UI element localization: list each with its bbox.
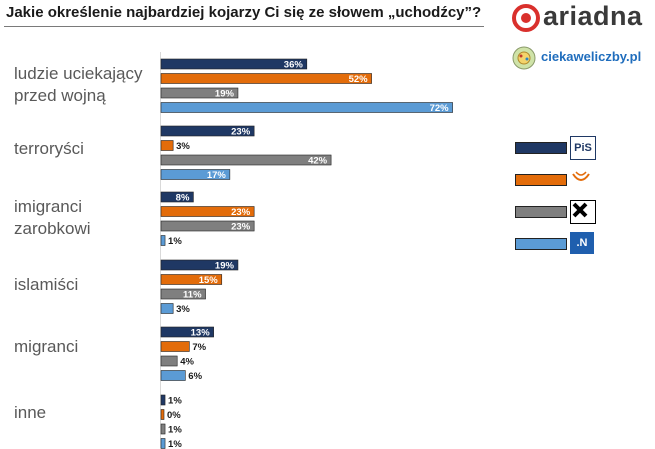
bar (160, 326, 214, 338)
category-label: islamiści (14, 274, 78, 296)
bar (160, 191, 194, 203)
bar (160, 169, 231, 180)
bar-value-label: 15% (199, 275, 219, 286)
category-label: inne (14, 402, 46, 424)
bar-value-label: 72% (430, 103, 450, 114)
bar (160, 423, 166, 435)
bar-value-label: 3% (176, 141, 190, 152)
category-label-line: ludzie uciekający (14, 64, 143, 83)
bar (160, 303, 174, 314)
bar (160, 58, 308, 70)
bar (160, 394, 166, 406)
bar (160, 125, 255, 137)
bar (160, 409, 165, 420)
bar-value-label: 17% (207, 170, 227, 181)
bar (160, 235, 166, 246)
bar-value-label: 3% (176, 304, 190, 315)
bar (160, 274, 223, 285)
ciekaweliczby-logo: ciekaweliczby.pl (511, 45, 651, 71)
category-label-line: imigranci (14, 197, 83, 216)
bar (160, 438, 166, 449)
ariadna-logo: ariadna (511, 1, 651, 34)
category-label-line: inne (14, 403, 47, 422)
legend-swatch (515, 238, 567, 250)
kukiz-logo-icon (570, 200, 596, 224)
pis-logo-text: PiS (574, 142, 592, 154)
bar-value-label: 1% (168, 439, 182, 449)
bar (160, 73, 372, 84)
nowoczesna-logo-icon: .N (570, 232, 594, 254)
bar-value-label: 19% (215, 261, 235, 272)
bar-value-label: 8% (176, 193, 190, 204)
bar (160, 206, 255, 217)
bar-value-label: 4% (180, 357, 194, 368)
bar-value-label: 23% (231, 207, 251, 218)
title-underline (4, 26, 484, 27)
bar-value-label: 6% (188, 371, 202, 382)
bar-value-label: 1% (168, 425, 182, 436)
bar (160, 220, 255, 232)
bar-value-label: 23% (231, 127, 251, 138)
legend-item-pis: PiS (514, 136, 596, 160)
bar-value-label: 42% (308, 156, 328, 167)
bar (160, 341, 190, 352)
category-label: ludzie uciekający przed wojną (14, 63, 143, 107)
bar (160, 102, 453, 113)
bar-value-label: 7% (192, 342, 206, 353)
legend: PiS .N (514, 128, 596, 258)
category-label: migranci (14, 336, 78, 358)
ariadna-mark-icon (512, 4, 540, 32)
globe-icon (512, 46, 536, 70)
legend-swatch (515, 174, 567, 186)
category-axis-line (160, 52, 161, 448)
bar (160, 87, 239, 99)
bar (160, 154, 332, 166)
nowoczesna-logo-text: .N (576, 237, 588, 249)
category-label-line: przed wojną (14, 86, 106, 105)
category-label-line: terroryści (14, 139, 84, 158)
ciekaweliczby-wordmark: ciekaweliczby.pl (541, 49, 642, 64)
category-label-line: migranci (14, 337, 79, 356)
chart-title: Jakie określenie najbardziej kojarzy Ci … (6, 4, 482, 21)
ariadna-wordmark: ariadna (543, 1, 643, 31)
bar-value-label: 0% (167, 410, 181, 421)
bar-value-label: 13% (191, 328, 211, 339)
pis-logo-icon: PiS (570, 136, 596, 160)
bar-value-label: 1% (168, 396, 182, 407)
bar (160, 370, 186, 381)
legend-item-po (514, 168, 594, 188)
bar-value-label: 36% (284, 60, 304, 71)
bar (160, 355, 178, 367)
bar-value-label: 52% (349, 74, 369, 85)
bar (160, 140, 174, 151)
category-label: terroryści (14, 138, 84, 160)
legend-item-kukiz (514, 200, 596, 224)
legend-swatch (515, 206, 567, 218)
bar-value-label: 23% (231, 222, 251, 233)
legend-item-nowoczesna: .N (514, 232, 594, 254)
bar (160, 259, 239, 271)
bar-value-label: 11% (183, 290, 202, 301)
category-label: imigranci zarobkowi (14, 196, 91, 240)
legend-swatch (515, 142, 567, 154)
po-logo-icon (570, 168, 594, 190)
bar-value-label: 19% (215, 89, 235, 100)
category-label-line: islamiści (14, 275, 79, 294)
bar-value-label: 1% (168, 236, 182, 247)
bar (160, 288, 206, 300)
category-label-line: zarobkowi (14, 219, 91, 238)
